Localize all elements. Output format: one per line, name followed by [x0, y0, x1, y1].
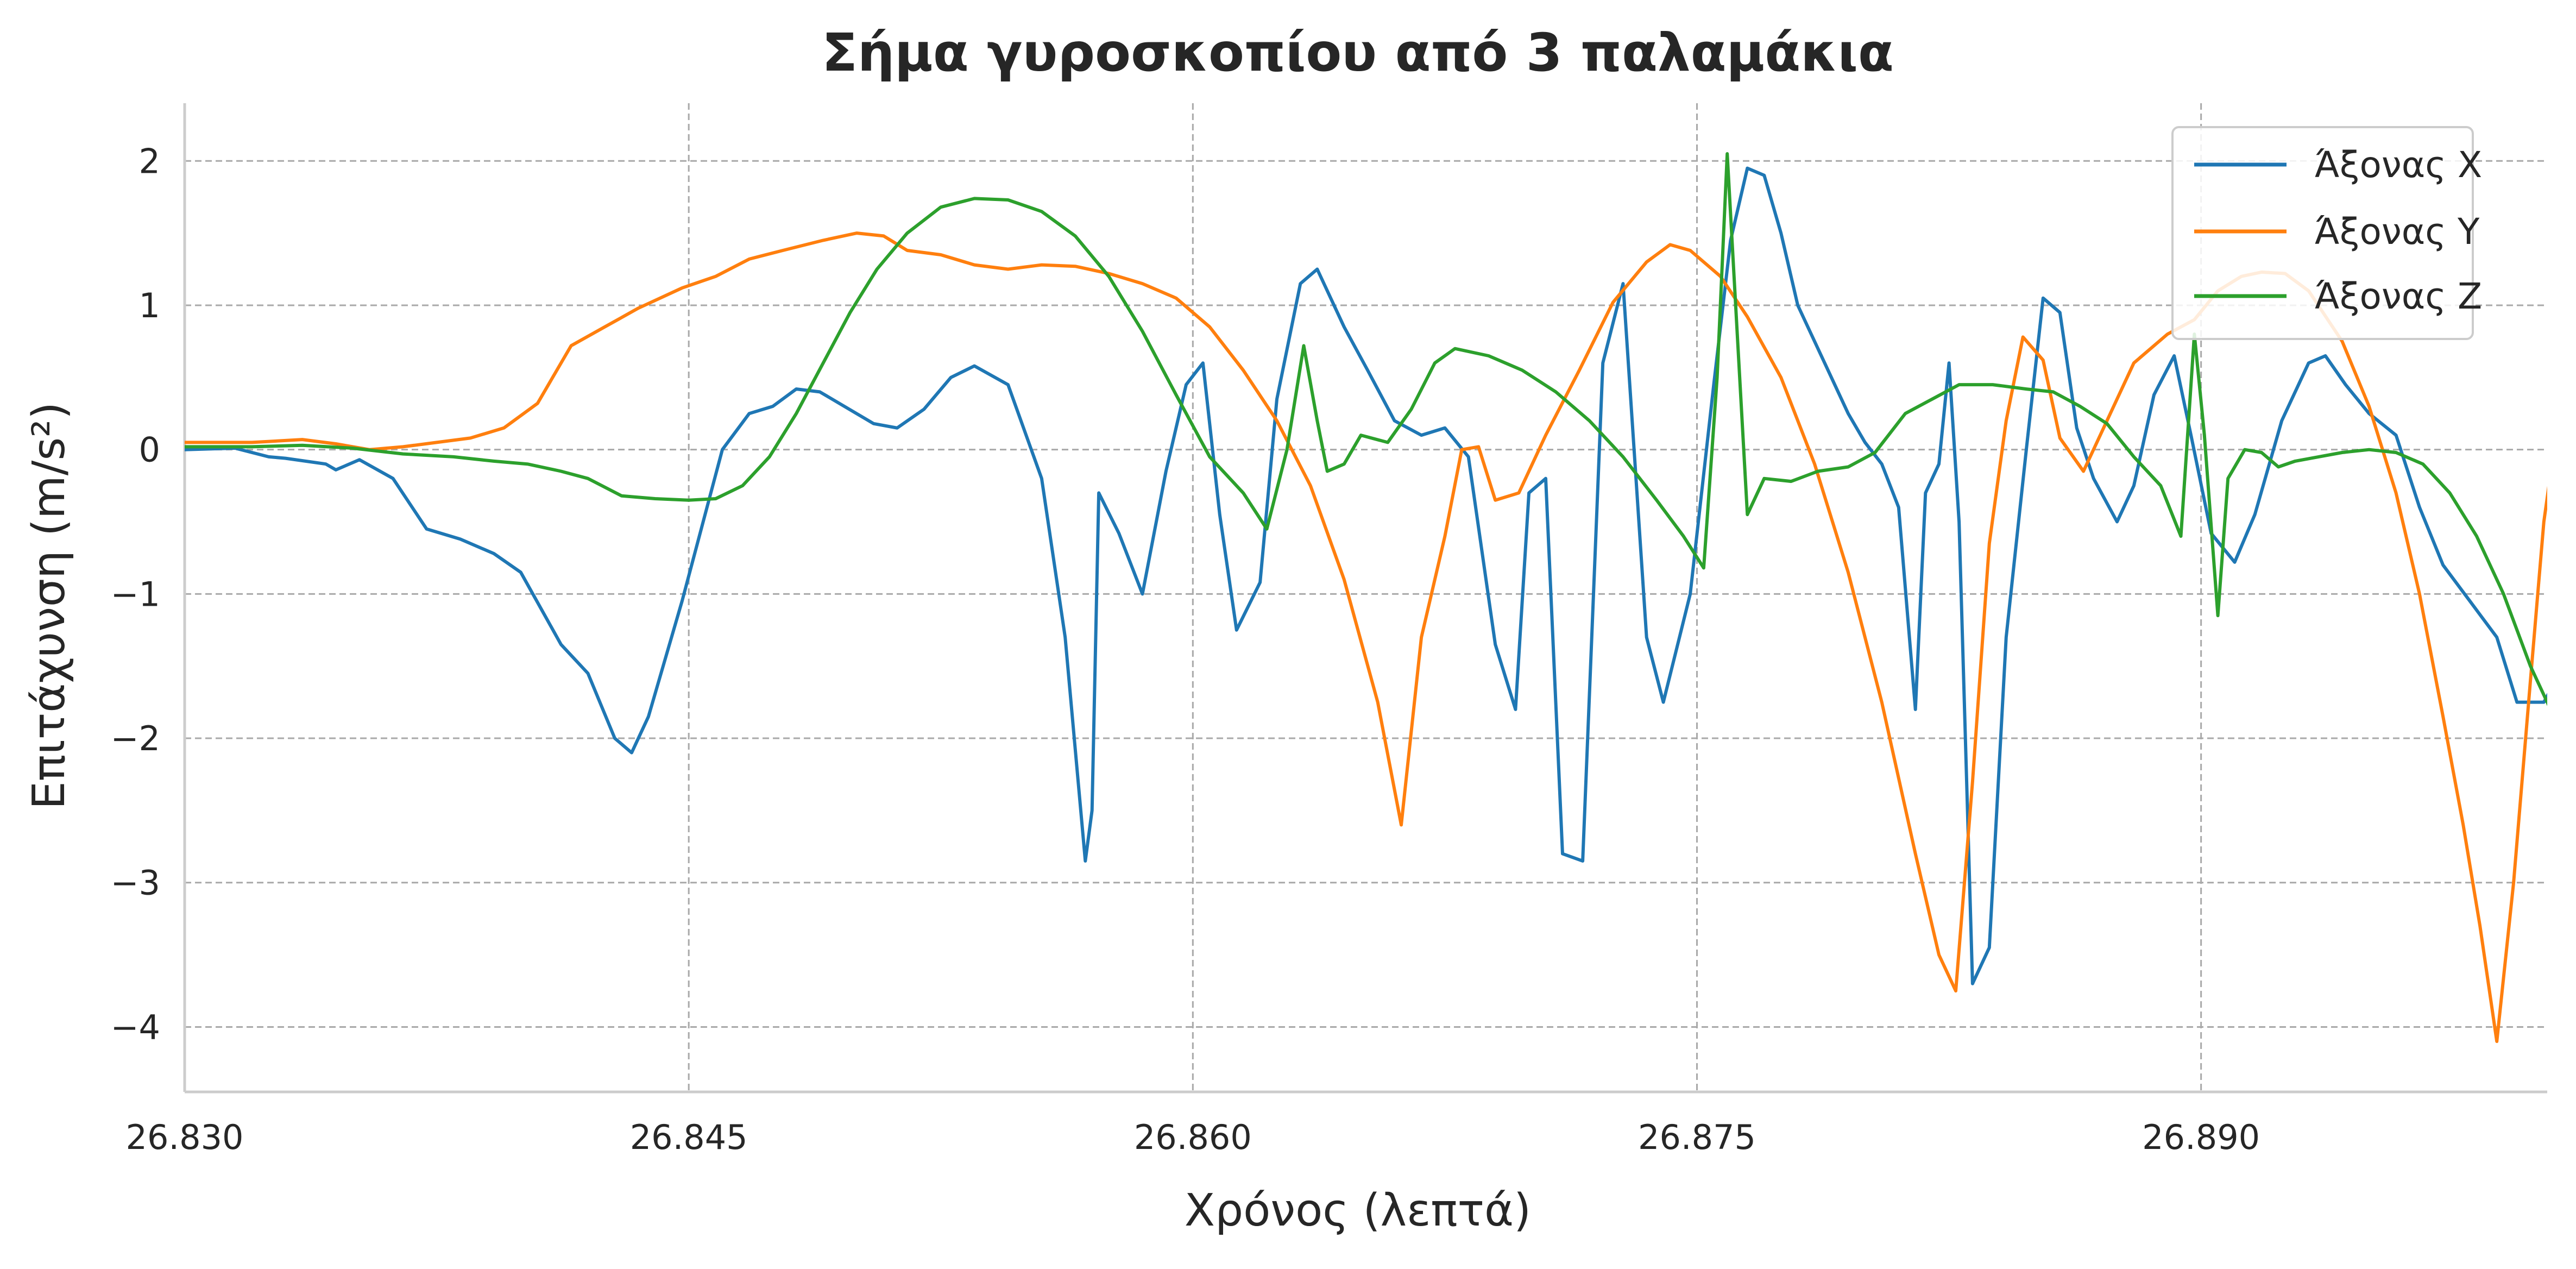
x-tick-label: 26.860 [1134, 1117, 1252, 1157]
axis-spines [183, 103, 2547, 1094]
legend-label-x: Άξονας X [2315, 144, 2482, 186]
y-tick-label: −4 [111, 1007, 160, 1047]
x-tick-label: 26.830 [126, 1117, 244, 1157]
y-tick-label: −2 [111, 719, 160, 758]
y-tick-label: 0 [139, 430, 160, 470]
x-tick-label: 26.890 [2142, 1117, 2260, 1157]
x-tick-label: 26.875 [1638, 1117, 1756, 1157]
series-line-z [185, 152, 2547, 706]
x-axis-label: Χρόνος (λεπτά) [1185, 1185, 1531, 1236]
legend-label-y: Άξονας Y [2315, 211, 2480, 253]
tick-labels: 2 1 0 −1 −2 −3 −4 26.830 26.845 26.860 26.875 26.89… [111, 141, 2260, 1157]
series-lines [185, 152, 2547, 1043]
y-tick-label: −1 [111, 574, 160, 614]
grid [184, 103, 2547, 1092]
series-line-x [185, 166, 2547, 985]
legend-label-z: Άξονας Z [2315, 275, 2482, 317]
y-axis-label: Επιτάχυνση (m/s²) [23, 402, 75, 809]
chart-title: Σήμα γυροσκοπίου από 3 παλαμάκια [822, 22, 1894, 83]
y-tick-label: −3 [111, 863, 160, 903]
y-tick-label: 1 [139, 286, 160, 325]
legend-box [2171, 126, 2474, 340]
y-tick-label: 2 [139, 141, 160, 181]
x-tick-label: 26.845 [630, 1117, 748, 1157]
legend: Άξονας X Άξονας Y Άξονας Z [2171, 126, 2482, 340]
series-line-y [185, 231, 2547, 1043]
